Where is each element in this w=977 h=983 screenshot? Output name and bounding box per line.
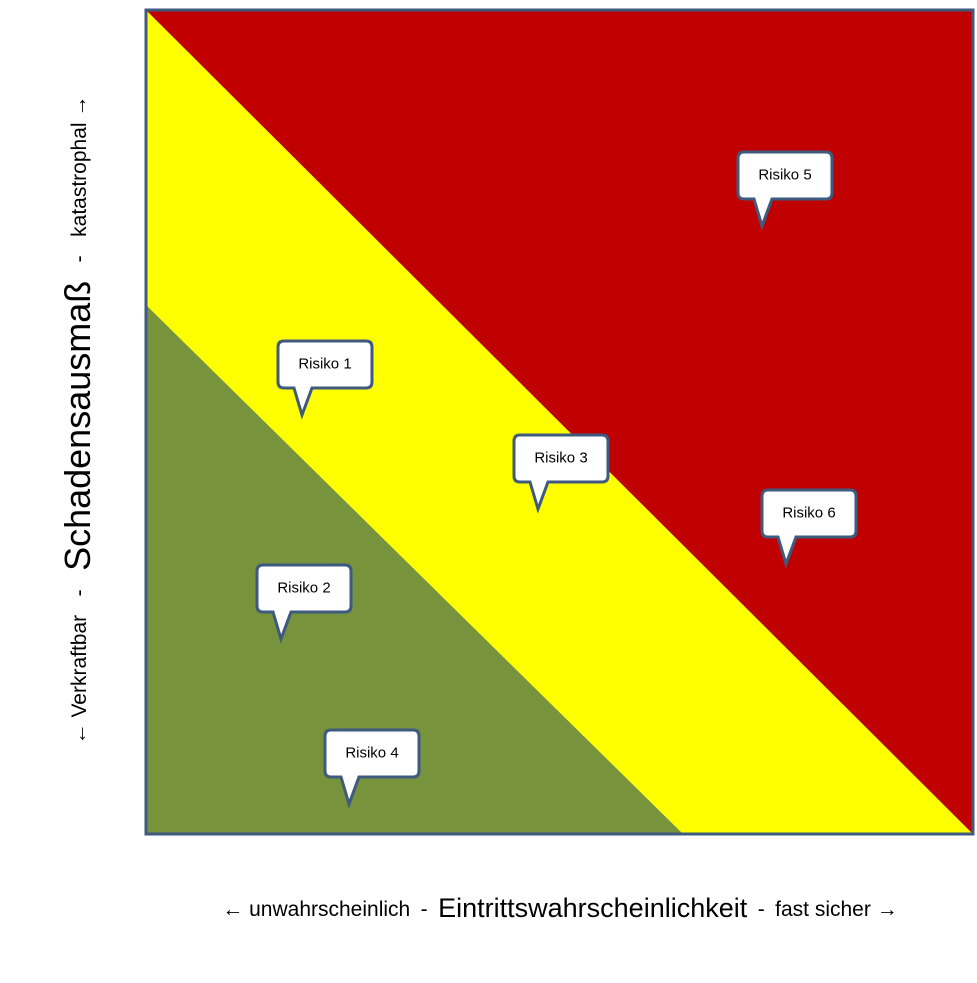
- callout-bubble: [276, 339, 374, 420]
- risk-label: Risiko 2: [277, 579, 330, 596]
- x-axis-separator: -: [421, 898, 428, 921]
- x-axis-low: ← unwahrscheinlich: [222, 898, 410, 921]
- x-axis-separator: -: [758, 898, 765, 921]
- risk-callout: Risiko 6: [760, 488, 858, 569]
- callout-bubble: [255, 563, 353, 644]
- risk-callout: Risiko 1: [276, 339, 374, 420]
- callout-bubble: [760, 488, 858, 569]
- y-axis-title: Schadensausmaß: [57, 281, 98, 571]
- risk-label: Risiko 6: [782, 504, 835, 521]
- risk-label: Risiko 5: [758, 166, 811, 183]
- x-axis-title: Eintrittswahrscheinlichkeit: [438, 893, 748, 923]
- callout-bubble: [512, 433, 610, 514]
- callout-bubble: [323, 728, 421, 809]
- x-axis-high: fast sicher →: [775, 898, 898, 921]
- y-axis-separator: -: [68, 589, 91, 596]
- risk-callout: Risiko 5: [736, 150, 834, 231]
- y-axis-high: katastrophal →: [68, 96, 91, 237]
- y-axis-separator: -: [68, 255, 91, 262]
- risk-label: Risiko 3: [534, 449, 587, 466]
- callout-bubble: [736, 150, 834, 231]
- risk-callout: Risiko 2: [255, 563, 353, 644]
- x-axis-label: ← unwahrscheinlich - Eintrittswahrschein…: [222, 893, 897, 923]
- risk-label: Risiko 1: [298, 355, 351, 372]
- risk-callout: Risiko 3: [512, 433, 610, 514]
- risk-label: Risiko 4: [345, 744, 398, 761]
- risk-callout: Risiko 4: [323, 728, 421, 809]
- y-axis-low: ← Verkraftbar: [68, 615, 91, 745]
- y-axis-label: ← Verkraftbar - Schadensausmaß - katastr…: [57, 96, 98, 745]
- matrix-frame: [144, 8, 975, 836]
- callouts: Risiko 1 Risiko 2 Risiko 3 Risiko 4 Risiko 5…: [255, 150, 858, 809]
